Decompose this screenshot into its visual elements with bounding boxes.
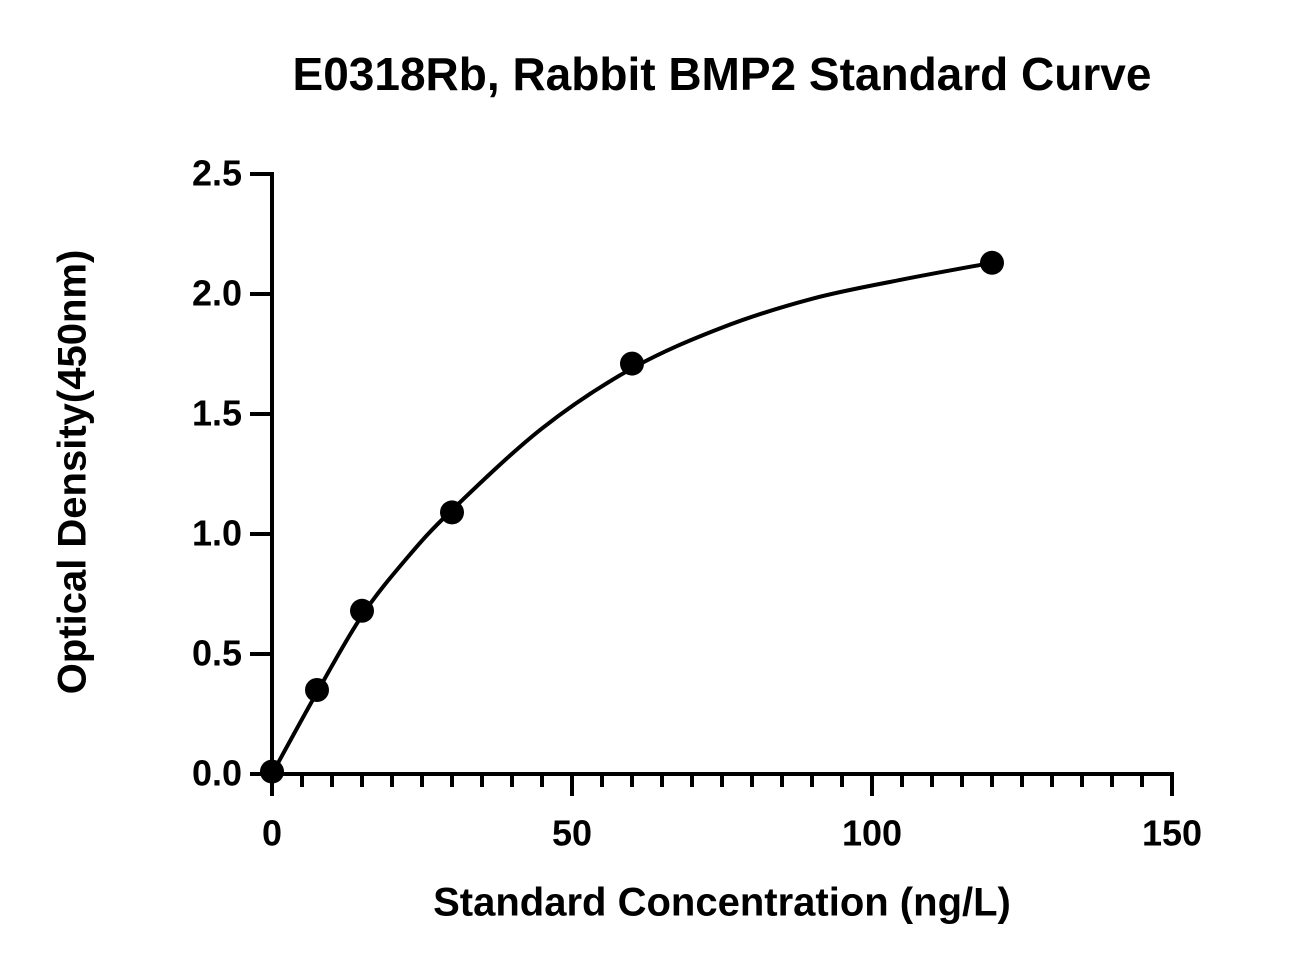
data-point: [440, 500, 464, 525]
data-point: [980, 250, 1004, 275]
data-point: [305, 678, 329, 702]
y-tick-label: 1.0: [192, 513, 242, 554]
x-axis-label: Standard Concentration (ng/L): [433, 881, 1011, 925]
y-tick-label: 1.5: [192, 393, 242, 434]
y-tick-label: 2.0: [192, 273, 242, 314]
x-tick-label: 100: [842, 813, 902, 854]
y-axis-label: Optical Density(450nm): [51, 250, 95, 695]
fit-curve: [270, 260, 993, 775]
data-point: [350, 598, 374, 623]
data-point: [260, 759, 284, 784]
data-point: [620, 351, 644, 376]
chart-title: E0318Rb, Rabbit BMP2 Standard Curve: [293, 48, 1152, 100]
y-tick-label: 0.5: [192, 633, 242, 674]
x-tick-label: 50: [552, 813, 592, 854]
y-tick-label: 2.5: [192, 153, 242, 194]
y-tick-label: 0.0: [192, 753, 242, 794]
x-tick-label: 0: [262, 813, 282, 854]
x-tick-label: 150: [1142, 813, 1202, 854]
